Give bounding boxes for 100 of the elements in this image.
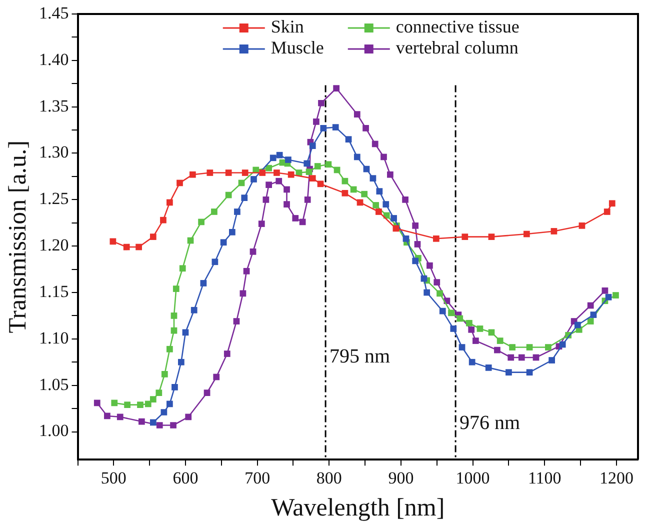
- point: [548, 357, 555, 364]
- point: [380, 154, 387, 160]
- point: [178, 358, 184, 366]
- y-tick-label: 1.45: [39, 3, 69, 22]
- point: [170, 422, 176, 428]
- point: [382, 201, 390, 208]
- point: [333, 85, 340, 92]
- x-tick-label: 1100: [528, 468, 562, 488]
- point: [559, 341, 566, 348]
- legend-label: connective tissue: [396, 16, 520, 37]
- point: [200, 280, 207, 286]
- point: [362, 125, 369, 132]
- point: [587, 302, 594, 309]
- x-tick-label: 1000: [456, 468, 490, 488]
- point: [160, 216, 166, 224]
- point: [318, 100, 324, 106]
- point: [376, 208, 382, 215]
- point: [104, 412, 110, 420]
- point: [370, 175, 376, 182]
- x-tick-label: 900: [388, 468, 414, 488]
- x-tick-label: 1200: [599, 468, 634, 488]
- point: [166, 400, 173, 408]
- point: [309, 175, 316, 182]
- point: [313, 118, 320, 125]
- y-tick-label: 1.35: [39, 96, 69, 116]
- point: [182, 329, 189, 336]
- point: [233, 318, 240, 324]
- point: [314, 163, 321, 170]
- legend-label: vertebral column: [396, 38, 518, 58]
- point: [137, 402, 144, 408]
- point: [243, 268, 250, 274]
- point: [320, 125, 327, 132]
- point: [285, 156, 292, 163]
- point: [160, 409, 168, 416]
- point: [266, 164, 272, 172]
- point: [402, 235, 410, 242]
- point: [508, 354, 514, 361]
- point: [317, 180, 324, 188]
- point: [372, 202, 380, 208]
- point: [526, 369, 533, 376]
- point: [172, 286, 180, 292]
- point: [456, 315, 464, 322]
- point: [523, 230, 530, 238]
- point: [325, 161, 332, 168]
- point: [472, 338, 479, 344]
- point: [468, 358, 476, 366]
- point: [412, 258, 419, 264]
- point: [225, 192, 232, 198]
- point: [150, 419, 156, 426]
- point: [372, 140, 378, 148]
- point: [488, 234, 495, 240]
- point: [138, 418, 145, 425]
- point: [220, 239, 227, 246]
- point: [426, 262, 433, 269]
- point: [266, 182, 272, 188]
- point: [258, 220, 265, 227]
- x-tick-label: 600: [172, 468, 198, 488]
- point: [458, 344, 466, 350]
- point: [420, 275, 428, 282]
- point: [225, 170, 232, 176]
- point: [262, 196, 270, 203]
- point: [466, 320, 472, 326]
- y-tick-label: 1.40: [39, 50, 69, 69]
- point: [354, 111, 360, 118]
- point: [306, 168, 312, 175]
- point: [124, 402, 130, 408]
- point: [309, 142, 316, 150]
- point: [144, 400, 152, 408]
- point: [476, 326, 484, 332]
- point: [424, 289, 430, 296]
- point: [608, 200, 616, 207]
- point: [345, 136, 352, 143]
- ref-line-label: 795 nm: [330, 345, 391, 368]
- x-tick-label: 800: [316, 468, 342, 488]
- point: [228, 228, 236, 236]
- point: [204, 390, 210, 396]
- point: [211, 208, 218, 215]
- point: [462, 234, 468, 240]
- point: [156, 422, 163, 428]
- point: [274, 170, 280, 176]
- legend-label: Muscle: [270, 38, 324, 58]
- y-tick-label: 1.10: [39, 328, 69, 348]
- point: [276, 152, 283, 158]
- point: [136, 244, 142, 250]
- point: [123, 244, 130, 250]
- point: [242, 170, 248, 176]
- point: [179, 265, 186, 272]
- point: [574, 322, 581, 328]
- point: [605, 294, 612, 300]
- point: [304, 160, 310, 167]
- point: [172, 384, 178, 390]
- point: [402, 196, 408, 203]
- point: [604, 208, 610, 215]
- point: [234, 208, 240, 215]
- point: [259, 170, 266, 176]
- point: [602, 287, 608, 294]
- point: [578, 222, 586, 229]
- point: [590, 312, 597, 318]
- point: [224, 350, 230, 357]
- point: [509, 344, 516, 350]
